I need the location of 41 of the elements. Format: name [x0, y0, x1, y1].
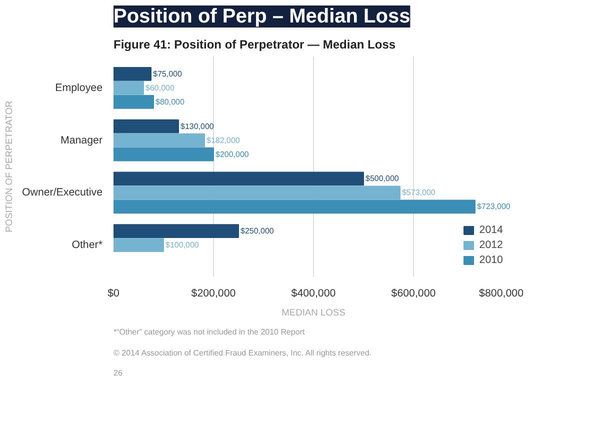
- chart-title: Position of Perp – Median Loss: [114, 6, 410, 28]
- bar: [114, 224, 239, 238]
- data-label: $573,000: [402, 188, 436, 198]
- legend-label: 2010: [479, 254, 503, 266]
- bar: [114, 186, 400, 200]
- data-label: $182,000: [206, 136, 240, 145]
- y-tick-label: Other*: [72, 239, 103, 252]
- data-label: $80,000: [156, 97, 185, 106]
- bar: [114, 238, 164, 252]
- data-label: $200,000: [216, 150, 250, 159]
- x-axis-title: MEDIAN LOSS: [282, 308, 346, 318]
- y-tick-label: Employee: [55, 82, 103, 94]
- bar: [114, 94, 154, 109]
- bar: [114, 172, 364, 186]
- x-tick-label: $400,000: [291, 288, 336, 300]
- bar: [114, 67, 152, 81]
- bar: [114, 147, 214, 162]
- chart-subtitle: Figure 41: Position of Perpetrator — Median Loss: [114, 38, 396, 52]
- bar: [114, 119, 179, 134]
- data-label: $75,000: [153, 69, 182, 78]
- data-label: $250,000: [240, 226, 274, 236]
- data-label: $130,000: [180, 122, 214, 131]
- text: *“Other” category was not included in the 2010 Report: [114, 328, 306, 336]
- x-tick-label: $600,000: [391, 288, 436, 300]
- x-tick-label: $200,000: [191, 288, 236, 300]
- y-tick-label: Owner/Executive: [22, 186, 103, 199]
- text: © 2014 Association of Certified Fraud Examiners, Inc. All rights reserved.: [114, 348, 372, 358]
- bar: [114, 200, 476, 214]
- x-tick-label: $0: [108, 288, 120, 300]
- y-tick-label: Manager: [60, 134, 103, 146]
- y-axis-title: POSITION OF PERPETRATOR: [4, 100, 14, 232]
- text: 26: [114, 368, 123, 378]
- data-label: $500,000: [366, 174, 400, 184]
- x-tick-label: $800,000: [479, 288, 524, 300]
- data-label: $100,000: [166, 240, 200, 250]
- legend-label: 2014: [479, 224, 503, 236]
- data-label: $60,000: [146, 83, 175, 92]
- legend-label: 2012: [479, 239, 503, 251]
- data-label: $723,000: [477, 202, 511, 212]
- bar: [114, 133, 205, 148]
- bar: [114, 81, 144, 95]
